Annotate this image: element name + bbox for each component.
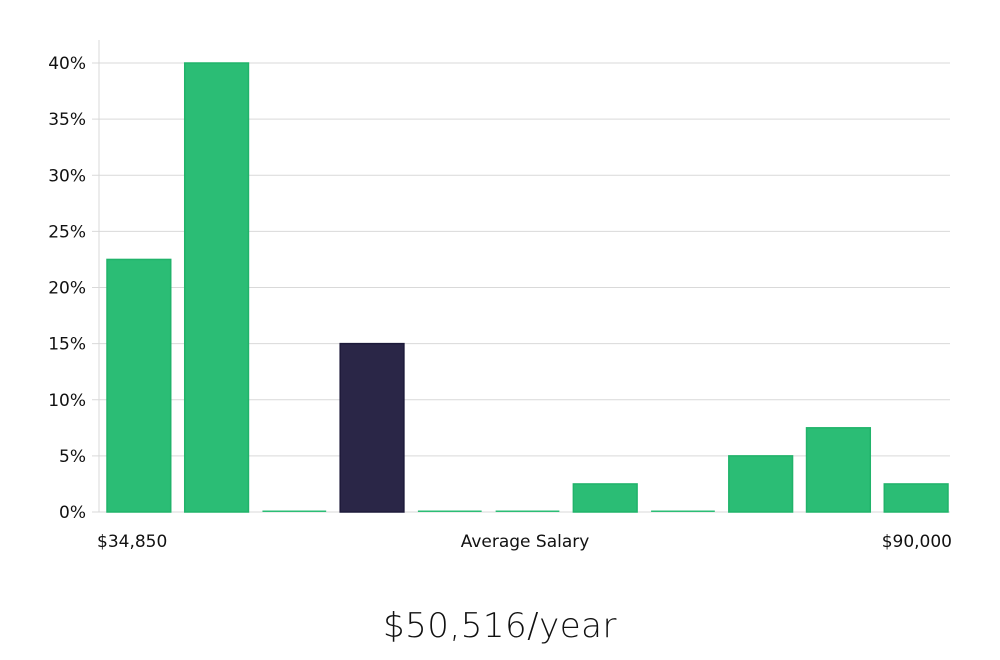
x-min-label: $34,850 — [97, 532, 167, 552]
bar — [572, 483, 638, 513]
bars — [106, 62, 949, 513]
y-tick-label: 0% — [59, 503, 86, 523]
y-tick-label: 5% — [59, 447, 86, 467]
y-tick-label: 15% — [48, 335, 86, 355]
y-tick-label: 25% — [48, 222, 86, 242]
salary-histogram: 0% 5% 10% 15% 20% 25% 30% 35% 40% $34,850 Averag… — [48, 40, 952, 552]
bar — [805, 427, 872, 513]
bar — [106, 258, 172, 513]
y-tick-label: 20% — [48, 279, 86, 299]
bar — [183, 62, 250, 513]
x-axis-title: Average Salary — [461, 532, 590, 552]
y-tick-label: 40% — [48, 54, 86, 74]
bar-highlight — [339, 342, 405, 513]
x-max-label: $90,000 — [882, 532, 952, 552]
bar — [728, 455, 794, 513]
bar — [651, 510, 715, 512]
y-tick-label: 30% — [48, 166, 86, 186]
salary-summary: $50,516/year — [383, 606, 617, 646]
y-tick-label: 10% — [48, 391, 86, 411]
y-axis-ticks: 0% 5% 10% 15% 20% 25% 30% 35% 40% — [48, 54, 86, 523]
bar — [262, 510, 327, 512]
bar — [495, 510, 560, 512]
y-tick-label: 35% — [48, 110, 86, 130]
bar — [883, 483, 949, 513]
bar — [417, 510, 482, 512]
